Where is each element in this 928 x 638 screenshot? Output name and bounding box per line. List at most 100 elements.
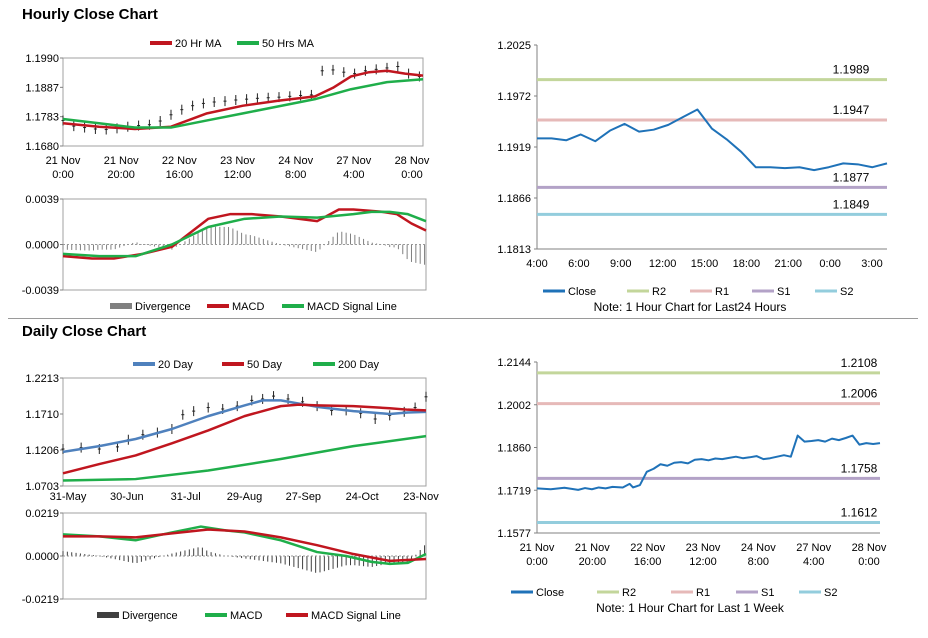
daily-macd-ytick-label: -0.0219 (22, 594, 59, 606)
daily-levels-xtick-label: 24 Nov (741, 542, 776, 554)
hourly-price-frame (62, 57, 424, 147)
hourly-levels-xtick-label: 15:00 (691, 258, 719, 270)
hourly-levels-xtick-label: 18:00 (733, 258, 761, 270)
daily-levels-level-label: 1.2108 (841, 356, 878, 370)
section-divider (8, 318, 918, 319)
daily-levels-s2-legend-label: S2 (824, 587, 837, 599)
daily-levels-xtick-label: 16:00 (634, 556, 662, 568)
daily-price-ytick-label: 1.1710 (25, 409, 59, 421)
daily-price-series (62, 434, 427, 482)
hourly-macd-signal-legend-label: MACD Signal Line (307, 301, 397, 313)
daily-levels-ytick-label: 1.1860 (497, 443, 531, 455)
hourly-levels-level-label: 1.1989 (833, 63, 870, 77)
daily-levels-s1-legend-label: S1 (761, 587, 774, 599)
hourly-price-xtick-label: 8:00 (285, 169, 306, 181)
hourly-levels-xtick-label: 6:00 (568, 258, 589, 270)
hourly-macd-ytick-label: 0.0039 (25, 194, 59, 206)
hourly-levels-r2-legend-label: R2 (652, 286, 666, 298)
hourly-price-xtick-label: 4:00 (343, 169, 364, 181)
daily-levels-ytick-label: 1.1719 (497, 485, 531, 497)
daily-levels-xtick-label: 20:00 (579, 556, 607, 568)
hourly-levels-xtick-label: 12:00 (649, 258, 677, 270)
daily-levels-close-line (536, 434, 881, 491)
daily-price-ytick-label: 1.2213 (25, 373, 59, 385)
hourly-price-series (62, 69, 424, 131)
hourly-price-xtick-label: 0:00 (52, 169, 73, 181)
daily-levels-ytick-label: 1.2002 (497, 400, 531, 412)
daily-price-xtick-label: 29-Aug (227, 491, 262, 503)
daily-macd-divergence-legend-label: Divergence (122, 610, 178, 622)
daily-price-xtick-label: 30-Jun (110, 491, 144, 503)
daily-levels-xtick-label: 0:00 (858, 556, 879, 568)
hourly-levels-s1-legend-label: S1 (777, 286, 790, 298)
hourly-price-xtick-label: 12:00 (224, 169, 252, 181)
daily-levels-r1-legend-label: R1 (696, 587, 710, 599)
hourly-price-ytick-label: 1.1990 (25, 53, 59, 65)
daily-levels-ytick-label: 1.1577 (497, 528, 531, 540)
hourly-macd-series (62, 208, 427, 260)
daily-section-title: Daily Close Chart (22, 323, 147, 340)
hourly-levels-xtick-label: 9:00 (610, 258, 631, 270)
daily-macd-macd-legend-label: MACD (230, 610, 262, 622)
hourly-levels-xtick-label: 4:00 (526, 258, 547, 270)
daily-levels-xtick-label: 21 Nov (575, 542, 610, 554)
daily-price-series (62, 403, 427, 475)
hourly-levels-ytick-label: 1.1919 (497, 142, 531, 154)
daily-levels-xtick-label: 23 Nov (686, 542, 721, 554)
hourly-price-xtick-label: 22 Nov (162, 155, 197, 167)
hourly-levels-s2-legend-label: S2 (840, 286, 853, 298)
daily-levels-xtick-label: 27 Nov (796, 542, 831, 554)
daily-price-series (62, 399, 427, 454)
hourly-price-ma20-legend-label: 20 Hr MA (175, 38, 222, 50)
hourly-price-xtick-label: 28 Nov (395, 155, 430, 167)
hourly-price-xtick-label: 0:00 (401, 169, 422, 181)
hourly-price-xtick-label: 24 Nov (278, 155, 313, 167)
daily-levels-note: Note: 1 Hour Chart for Last 1 Week (596, 601, 785, 615)
hourly-levels-close-legend-label: Close (568, 286, 596, 298)
daily-price-xtick-label: 31-Jul (171, 491, 201, 503)
hourly-macd-macd-legend-label: MACD (232, 301, 264, 313)
hourly-price-xtick-label: 21 Nov (104, 155, 139, 167)
hourly-macd-divergence-legend-label: Divergence (135, 301, 191, 313)
daily-levels-xtick-label: 28 Nov (852, 542, 887, 554)
daily-levels-xtick-label: 4:00 (803, 556, 824, 568)
hourly-macd-ytick-label: -0.0039 (22, 285, 59, 297)
hourly-price-xtick-label: 27 Nov (336, 155, 371, 167)
daily-levels-xtick-label: 21 Nov (520, 542, 555, 554)
hourly-levels-xtick-label: 0:00 (819, 258, 840, 270)
daily-price-xtick-label: 27-Sep (286, 491, 321, 503)
hourly-levels-close-line (537, 108, 888, 172)
hourly-levels-note: Note: 1 Hour Chart for Last24 Hours (594, 300, 787, 314)
daily-price-20day-legend-label: 20 Day (158, 359, 193, 371)
hourly-price-series (62, 78, 424, 129)
daily-levels-xtick-label: 0:00 (526, 556, 547, 568)
daily-macd-ytick-label: 0.0219 (25, 508, 59, 520)
hourly-price-ytick-label: 1.1783 (25, 112, 59, 124)
hourly-price-xtick-label: 23 Nov (220, 155, 255, 167)
hourly-price-ytick-label: 1.1680 (25, 141, 59, 153)
daily-price-50day-legend-label: 50 Day (247, 359, 282, 371)
daily-levels-xtick-label: 8:00 (748, 556, 769, 568)
hourly-price-xtick-label: 16:00 (166, 169, 194, 181)
hourly-levels-xtick-label: 21:00 (774, 258, 802, 270)
daily-levels-level-label: 1.1758 (841, 461, 878, 475)
hourly-price-xtick-label: 21 Nov (46, 155, 81, 167)
daily-levels-r2-legend-label: R2 (622, 587, 636, 599)
daily-price-200day-legend-label: 200 Day (338, 359, 379, 371)
hourly-levels-xtick-label: 3:00 (861, 258, 882, 270)
daily-price-ytick-label: 1.0703 (25, 481, 59, 493)
daily-macd-series (62, 525, 427, 566)
daily-levels-close-legend-label: Close (536, 587, 564, 599)
daily-price-ytick-label: 1.1206 (25, 445, 59, 457)
hourly-levels-ytick-label: 1.2025 (497, 40, 531, 52)
daily-macd-ytick-label: 0.0000 (25, 551, 59, 563)
daily-levels-ytick-label: 1.2144 (497, 357, 531, 369)
hourly-levels-ytick-label: 1.1866 (497, 193, 531, 205)
daily-price-xtick-label: 31-May (50, 491, 87, 503)
hourly-levels-level-label: 1.1849 (833, 197, 870, 211)
hourly-levels-ytick-label: 1.1972 (497, 91, 531, 103)
hourly-levels-level-label: 1.1947 (833, 103, 870, 117)
daily-levels-level-label: 1.2006 (841, 387, 878, 401)
hourly-levels-ytick-label: 1.1813 (497, 244, 531, 256)
